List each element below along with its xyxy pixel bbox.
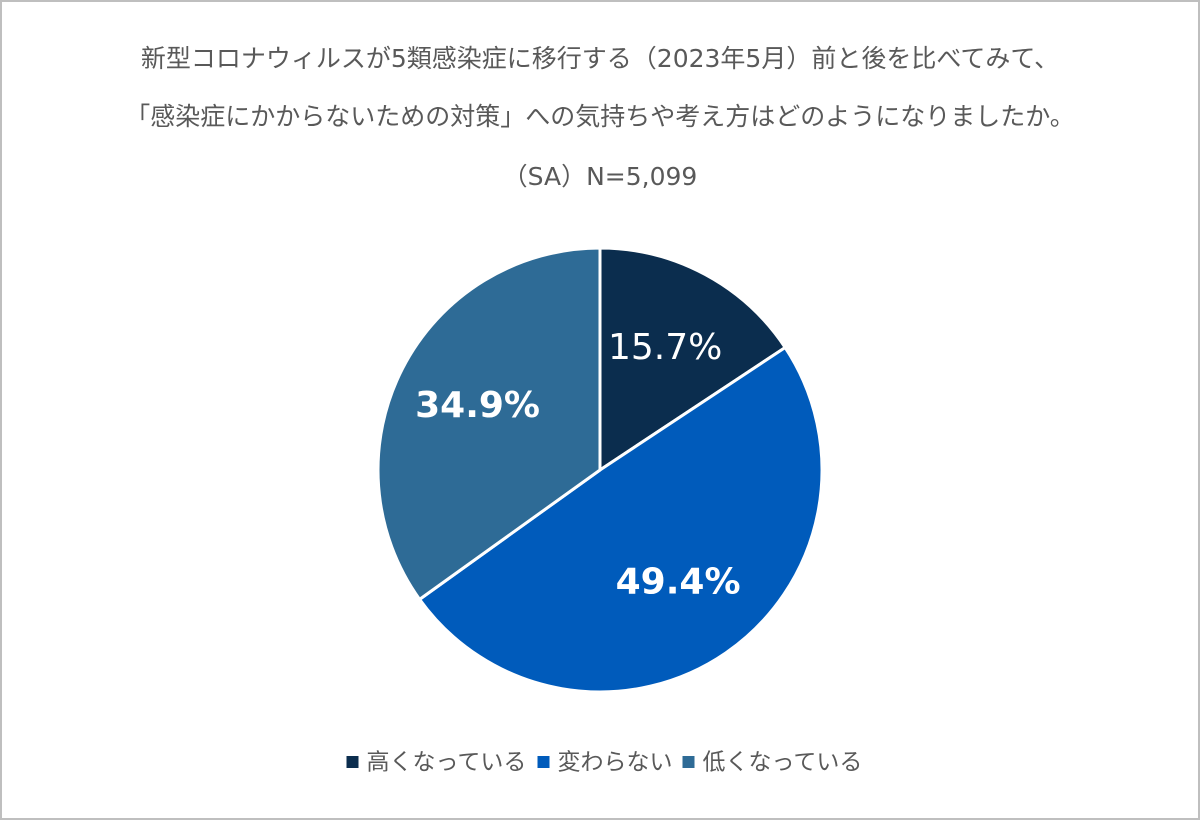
- legend-swatch: [682, 756, 695, 768]
- legend-swatch: [537, 756, 550, 768]
- pie-slice: [376, 246, 602, 602]
- data-label: 34.9%: [415, 385, 540, 426]
- chart-subtitle: （SA）N=5,099: [503, 162, 698, 191]
- legend-label: 変わらない: [558, 750, 673, 776]
- legend-label: 高くなっている: [367, 750, 527, 776]
- data-label: 15.7%: [608, 327, 722, 368]
- legend-swatch: [346, 756, 359, 768]
- data-label: 49.4%: [616, 561, 741, 602]
- chart-title: 「感染症にかからないための対策」への気持ちや考え方はどのようになりましたか。: [125, 102, 1075, 131]
- chart-title: 新型コロナウィルスが5類感染症に移行する（2023年5月）前と後を比べてみて、: [141, 44, 1059, 73]
- pie-slice: [598, 246, 788, 473]
- legend-label: 低くなっている: [703, 750, 863, 776]
- pie-slice: [417, 345, 824, 694]
